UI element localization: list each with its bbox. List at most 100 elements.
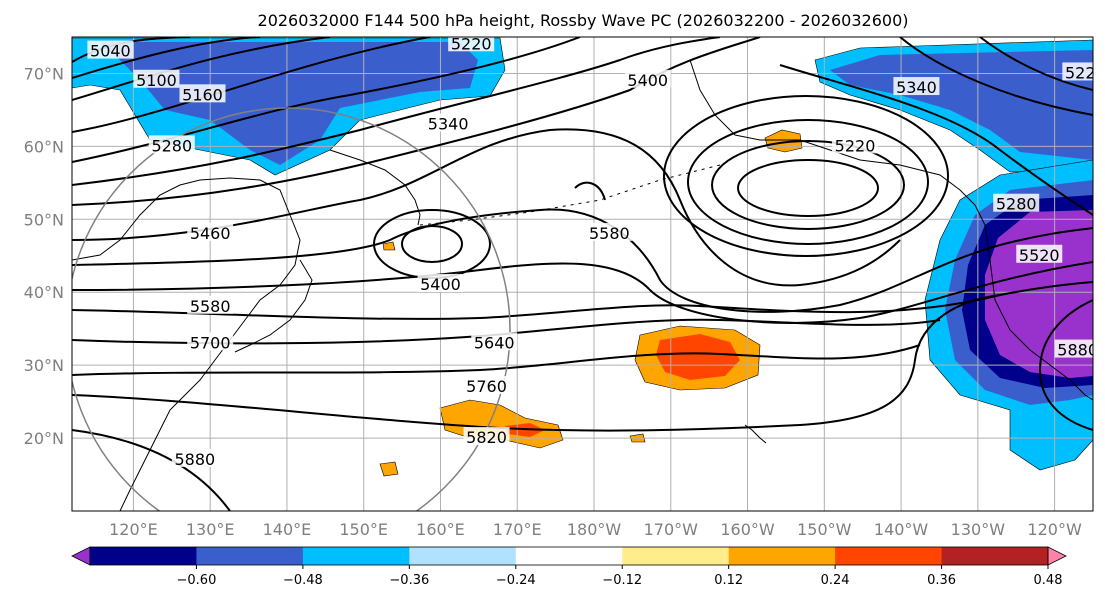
y-tick-label: 30°N [24, 356, 64, 375]
contour-5220-west [72, 37, 431, 133]
contour-label: 5460 [190, 224, 231, 243]
contour-label-bg [1054, 339, 1093, 358]
contour-low-east-4 [663, 95, 949, 257]
colorbar-segment [302, 547, 410, 565]
contour-5340-alaska [779, 64, 1093, 216]
contour-low-east-3 [687, 119, 929, 245]
coast-aleutians [419, 164, 721, 226]
contour-label-bg [425, 113, 472, 132]
contour-label: 5340 [896, 78, 937, 97]
chart-title: 2026032000 F144 500 hPa height, Rossby W… [258, 11, 909, 30]
contour-5760 [72, 344, 921, 376]
coastlines [72, 59, 1093, 511]
contour-5820 [72, 294, 1001, 432]
colorbar-segment [90, 547, 197, 565]
contour-label: 5760 [466, 377, 507, 396]
map-area: 5040 5100 5160 5220 5280 5340 5400 5400 5460 5520… [72, 34, 1105, 511]
contour-label-bg [417, 273, 464, 292]
contour-label-bg [1062, 62, 1093, 81]
x-tick-label: 180°W [567, 520, 622, 539]
x-tick-label: 130°E [186, 520, 235, 539]
contour-label: 5580 [190, 297, 231, 316]
colorbar-frame [89, 546, 1049, 566]
contour-label: 5280 [996, 195, 1037, 214]
contour-low-east-1 [737, 159, 879, 217]
contour-5700 [72, 318, 941, 345]
pos-anomaly-central-pacific-core [656, 334, 740, 380]
contour-5880-west [72, 429, 231, 511]
contour-5280-alaska [899, 37, 1093, 116]
x-tick-label: 150°W [797, 520, 852, 539]
neg-anomaly-westcoast-core [985, 210, 1093, 378]
x-tick-label: 160°W [720, 520, 775, 539]
contour-label-bg [463, 376, 510, 395]
colorbar-tick-label: −0.12 [602, 573, 642, 588]
colorbar-segment [622, 547, 730, 565]
contour-label: 5040 [90, 42, 131, 61]
x-tick-label: 140°W [874, 520, 929, 539]
contour-label: 5400 [420, 275, 461, 294]
contour-label-bg [171, 448, 218, 467]
coast-north-america [984, 224, 1093, 401]
contour-label-bg [471, 332, 518, 351]
colorbar-segment [941, 547, 1049, 565]
contour-5580 [72, 261, 1093, 324]
pos-anomaly-small-1 [379, 461, 399, 477]
y-axis-ticks: 70°N 60°N 50°N 40°N 30°N 20°N [24, 64, 64, 448]
contour-label-bg [87, 40, 134, 59]
contour-label-bg [448, 37, 495, 52]
x-tick-label: 120°E [109, 520, 158, 539]
contour-label: 5880 [1057, 341, 1098, 360]
coast-east-asia [72, 177, 301, 511]
contour-label-bg [463, 427, 510, 446]
contour-label: 5160 [182, 85, 223, 104]
contour-label: 5640 [474, 333, 515, 352]
colorbar-segment [409, 547, 517, 565]
colorbar-tick-label: 0.24 [821, 573, 850, 588]
contour-label: 5520 [1019, 246, 1060, 265]
contour-label-bg [893, 77, 940, 96]
contour-label: 5100 [136, 71, 177, 90]
colorbar-tick-label: 0.48 [1034, 573, 1063, 588]
contour-label: 5880 [174, 450, 215, 469]
contour-5880-east [1038, 299, 1093, 431]
contour-label-bg [993, 193, 1040, 212]
contour-5340-west [72, 37, 721, 186]
contour-label: 5580 [589, 224, 630, 243]
contour-label-bg [187, 295, 234, 314]
height-contours [72, 37, 1093, 511]
contour-label: 5700 [190, 333, 231, 352]
contour-5520 [72, 208, 1093, 313]
colorbar-tick-label: −0.24 [496, 573, 536, 588]
pos-anomaly-small-3 [382, 241, 396, 251]
contour-label-bg [1016, 244, 1063, 263]
contour-label: 5220 [835, 136, 876, 155]
contour-5460 [72, 128, 901, 287]
x-tick-label: 160°E [416, 520, 465, 539]
map-frame [71, 36, 1094, 512]
y-tick-label: 20°N [24, 429, 64, 448]
x-tick-label: 150°E [339, 520, 388, 539]
contour-label-bg [133, 69, 180, 88]
y-tick-label: 70°N [24, 64, 64, 83]
contour-label: 5220 [1065, 63, 1105, 82]
contour-5100 [72, 37, 261, 79]
contour-label: 5340 [428, 115, 469, 134]
contour-5220-alaska [979, 37, 1093, 91]
contour-low-west-outer [401, 225, 463, 263]
neg-anomaly-siberia-mid [100, 42, 478, 165]
contour-label-bg [832, 135, 879, 154]
colorbar-tick-label: −0.60 [177, 573, 217, 588]
great-circle-ring [72, 107, 511, 511]
colorbar-extend-high [1047, 546, 1067, 566]
y-tick-label: 40°N [24, 283, 64, 302]
x-tick-label: 120°W [1027, 520, 1082, 539]
contour-label-bg [187, 332, 234, 351]
contour-label-bg [179, 84, 226, 103]
contour-label: 5220 [451, 34, 492, 53]
colorbar-tick-label: −0.36 [389, 573, 429, 588]
x-tick-label: 170°E [493, 520, 542, 539]
x-tick-label: 130°W [951, 520, 1006, 539]
contour-label: 5400 [627, 71, 668, 90]
